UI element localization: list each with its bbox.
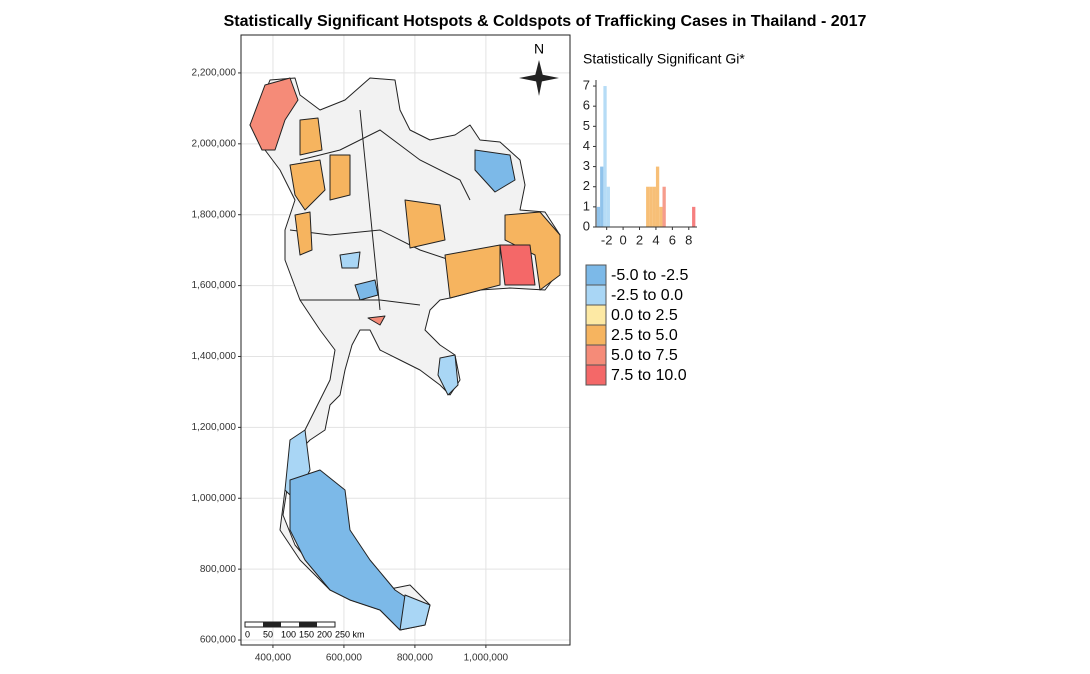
province xyxy=(504,211,561,291)
legend-swatch xyxy=(585,344,607,366)
x-tick-label: 600,000 xyxy=(326,653,363,664)
arrow xyxy=(519,74,559,82)
scale-box xyxy=(244,621,336,628)
y-tick-label: 7 xyxy=(583,77,590,92)
scale-segment xyxy=(299,622,317,627)
province xyxy=(474,149,516,193)
bar xyxy=(659,206,663,227)
scale-label: 250 km xyxy=(335,629,365,639)
legend-label: 5.0 to 7.5 xyxy=(611,347,678,364)
y-tick-label: 1,800,000 xyxy=(192,209,237,220)
y-tick-label: 2,000,000 xyxy=(192,138,237,149)
y-tick-label: 600,000 xyxy=(200,635,237,646)
y-tick-label: 3 xyxy=(583,158,590,173)
x-tick-label: 6 xyxy=(669,232,676,247)
bar xyxy=(662,186,666,227)
province xyxy=(249,77,299,151)
legend-swatch xyxy=(585,324,607,346)
scale-segment xyxy=(263,622,281,627)
bar xyxy=(649,186,653,227)
map-title: Statistically Significant Hotspots & Col… xyxy=(224,13,867,30)
y-tick-label: 1,200,000 xyxy=(192,422,237,433)
legend-swatch xyxy=(585,284,607,306)
x-tick-label: 8 xyxy=(685,232,692,247)
province xyxy=(289,469,421,631)
province xyxy=(329,154,351,201)
y-tick-label: 1,000,000 xyxy=(192,493,237,504)
province xyxy=(367,315,386,326)
scale-label: 200 xyxy=(317,629,332,639)
y-tick-label: 5 xyxy=(583,118,590,133)
north-label: N xyxy=(534,41,544,57)
histogram-title: Statistically Significant Gi* xyxy=(583,51,745,67)
y-tick-label: 2,200,000 xyxy=(192,68,237,79)
legend-label: -2.5 to 0.0 xyxy=(611,287,683,304)
bar xyxy=(646,186,650,227)
y-tick-label: 0 xyxy=(583,218,590,233)
province xyxy=(354,279,379,301)
land xyxy=(249,77,561,631)
y-tick-label: 800,000 xyxy=(200,564,237,575)
bar xyxy=(600,166,604,227)
y-tick-label: 1,600,000 xyxy=(192,280,237,291)
scale-label: 150 xyxy=(299,629,314,639)
north-arrow: N xyxy=(519,41,559,96)
y-tick-label: 1,400,000 xyxy=(192,351,237,362)
bar xyxy=(603,86,607,227)
x-tick-label: 2 xyxy=(636,232,643,247)
bar xyxy=(596,206,601,227)
province xyxy=(294,211,313,256)
province xyxy=(289,159,326,211)
legend-label: 2.5 to 5.0 xyxy=(611,327,678,344)
legend-label: 7.5 to 10.0 xyxy=(611,367,687,384)
legend-swatch xyxy=(585,304,607,326)
province xyxy=(399,594,431,631)
province xyxy=(444,244,501,299)
x-tick-label: 1,000,000 xyxy=(464,653,509,664)
map-frame xyxy=(240,34,571,646)
province-borders xyxy=(289,229,451,261)
x-tick-label: 0 xyxy=(619,232,626,247)
scale-label: 50 xyxy=(263,629,273,639)
y-tick-label: 4 xyxy=(583,138,590,153)
x-tick-label: 400,000 xyxy=(255,653,292,664)
legend-label: 0.0 to 2.5 xyxy=(611,307,678,324)
province xyxy=(339,251,361,269)
bar xyxy=(606,186,610,227)
legend-swatch xyxy=(585,364,607,386)
legend-label: -5.0 to -2.5 xyxy=(611,267,688,284)
province xyxy=(404,199,446,249)
bar xyxy=(692,206,696,227)
x-tick-label: 4 xyxy=(652,232,659,247)
province-borders xyxy=(299,129,471,201)
legend-swatch xyxy=(585,264,607,286)
province xyxy=(437,354,459,396)
y-tick-label: 2 xyxy=(583,178,590,193)
scale-bar: 0 50 100 150 200 250 km xyxy=(244,621,365,639)
bar xyxy=(655,166,660,227)
bar xyxy=(652,186,656,227)
province-borders xyxy=(359,109,381,311)
histogram: Statistically Significant Gi* 0 1 2 3 4 5 6 7 -2… xyxy=(583,51,746,248)
y-tick-label: 6 xyxy=(583,98,590,113)
x-tick-label: -2 xyxy=(601,232,613,247)
y-tick-label: 1 xyxy=(583,198,590,213)
province xyxy=(299,117,323,156)
scale-label: 0 xyxy=(245,629,250,639)
province xyxy=(499,244,536,286)
legend: -5.0 to -2.5 -2.5 to 0.0 0.0 to 2.5 2.5 to … xyxy=(585,264,688,386)
scale-label: 100 xyxy=(281,629,296,639)
map xyxy=(249,77,561,631)
x-tick-label: 800,000 xyxy=(397,653,434,664)
